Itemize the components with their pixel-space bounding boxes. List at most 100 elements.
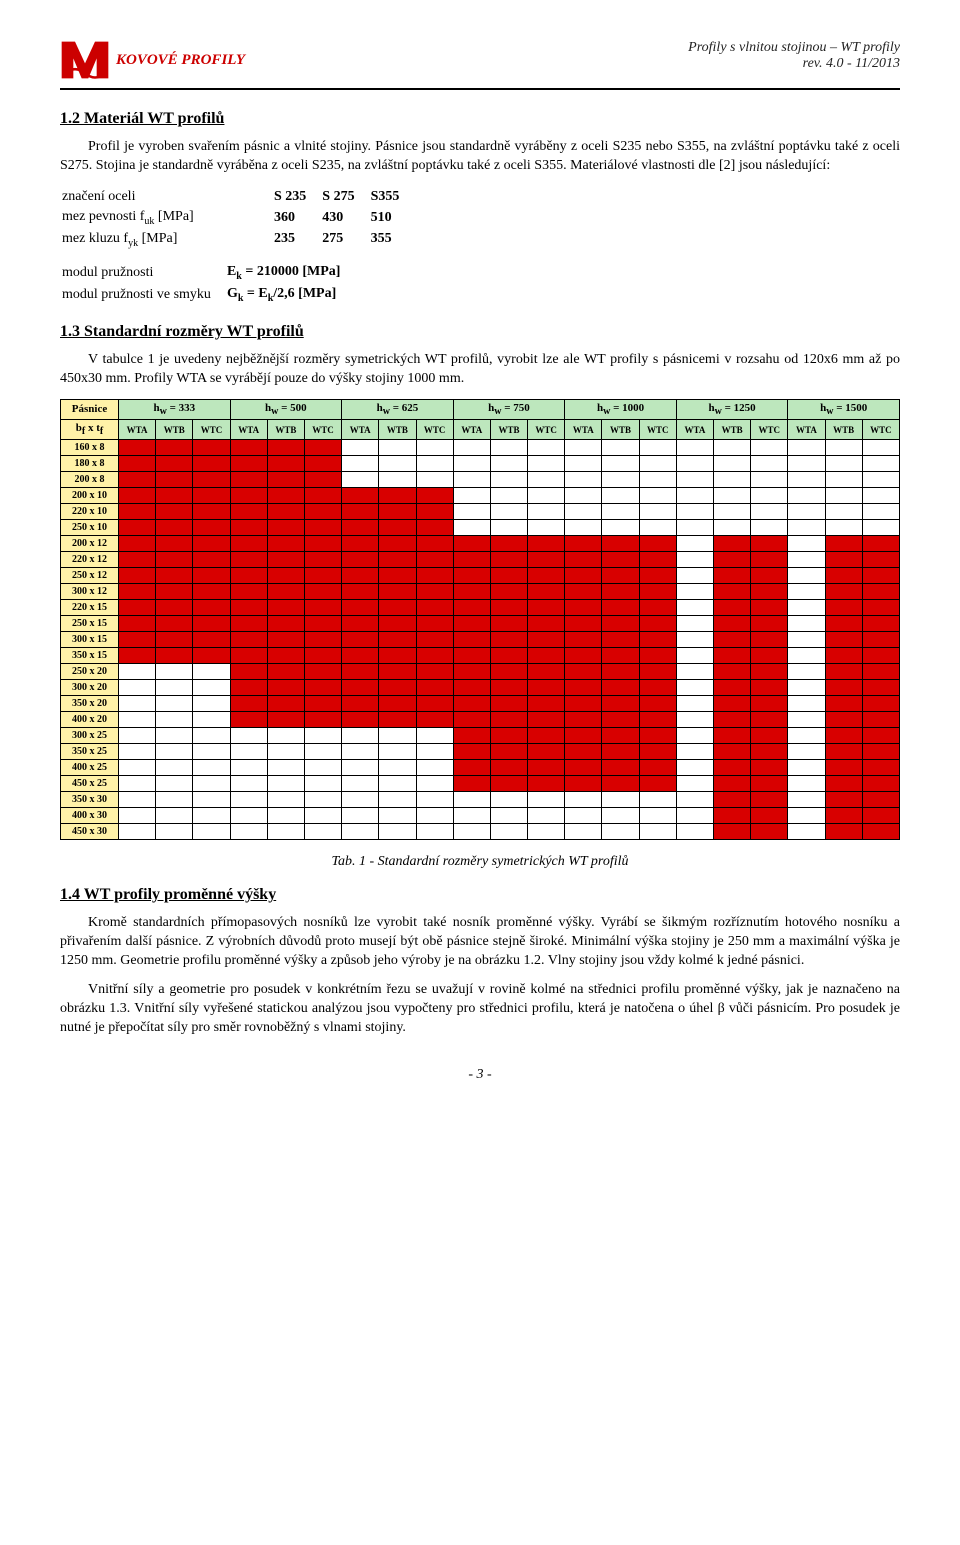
cell-available: xxx — [490, 616, 527, 632]
cell-available: xxx — [639, 584, 676, 600]
cell-blank — [528, 808, 565, 824]
cell-blank — [156, 824, 193, 840]
cell-blank — [193, 680, 230, 696]
cell-blank — [156, 808, 193, 824]
cell-blank — [342, 456, 379, 472]
cell-available: xxx — [751, 648, 788, 664]
cell-available: xxx — [304, 504, 341, 520]
cell-available: xxx — [751, 808, 788, 824]
cell-available: xxx — [416, 552, 453, 568]
cell-available: xxx — [416, 648, 453, 664]
cell-available: xxx — [825, 584, 862, 600]
cell-blank — [267, 776, 304, 792]
th-hw: hw = 333 — [119, 399, 231, 419]
cell-blank — [602, 824, 639, 840]
cell-available: xxx — [565, 552, 602, 568]
cell-available: xxx — [714, 728, 751, 744]
cell-blank — [342, 760, 379, 776]
cell-blank — [342, 728, 379, 744]
cell-available: xxx — [714, 776, 751, 792]
th-bftf: bf x tf — [61, 419, 119, 439]
cell-available: xxx — [453, 568, 490, 584]
cell-blank — [862, 440, 899, 456]
cell-available: xxx — [565, 664, 602, 680]
cell-available: xxx — [862, 824, 899, 840]
cell-available: xxx — [862, 776, 899, 792]
cell-blank — [230, 792, 267, 808]
cell-blank — [193, 696, 230, 712]
cell-available: xxx — [342, 600, 379, 616]
cell-available: xxx — [453, 712, 490, 728]
cell-available: xxx — [379, 600, 416, 616]
cell-available: xxx — [342, 520, 379, 536]
cell-blank — [193, 744, 230, 760]
cell-available: xxx — [156, 552, 193, 568]
cell-blank — [862, 520, 899, 536]
cell-available: xxx — [528, 744, 565, 760]
cell-blank — [156, 792, 193, 808]
cell-available: xxx — [751, 712, 788, 728]
cell-available: xxx — [602, 568, 639, 584]
cell-available: xxx — [825, 568, 862, 584]
th-wt: WTC — [304, 419, 341, 439]
cell-available: xxx — [230, 712, 267, 728]
cell-blank — [565, 440, 602, 456]
cell-available: xxx — [565, 712, 602, 728]
cell-blank — [193, 664, 230, 680]
cell-blank — [230, 744, 267, 760]
cell-blank — [304, 776, 341, 792]
cell-available: xxx — [714, 760, 751, 776]
cell-blank — [639, 440, 676, 456]
cell-blank — [788, 776, 825, 792]
cell-blank — [119, 744, 156, 760]
cell-available: xxx — [156, 616, 193, 632]
cell-available: xxx — [230, 520, 267, 536]
cell-available: xxx — [714, 680, 751, 696]
cell-blank — [119, 696, 156, 712]
cell-available: xxx — [379, 696, 416, 712]
cell-available: xxx — [714, 648, 751, 664]
cell-available: xxx — [490, 552, 527, 568]
cell-available: xxx — [156, 648, 193, 664]
cell-available: xxx — [751, 744, 788, 760]
cell-available: xxx — [379, 648, 416, 664]
cell-blank — [714, 488, 751, 504]
cell-available: xxx — [825, 696, 862, 712]
cell-available: xxx — [230, 664, 267, 680]
cell-available: xxx — [267, 440, 304, 456]
cell-available: xxx — [304, 440, 341, 456]
cell-blank — [490, 808, 527, 824]
cell-available: xxx — [825, 600, 862, 616]
cell-available: xxx — [267, 472, 304, 488]
cell-available: xxx — [862, 680, 899, 696]
cell-blank — [156, 712, 193, 728]
cell-available: xxx — [602, 616, 639, 632]
mat-value: S 275 — [322, 188, 368, 206]
cell-available: xxx — [714, 536, 751, 552]
cell-available: xxx — [639, 680, 676, 696]
cell-blank — [119, 728, 156, 744]
th-wt: WTA — [342, 419, 379, 439]
cell-available: xxx — [416, 664, 453, 680]
cell-available: xxx — [602, 680, 639, 696]
cell-available: xxx — [230, 568, 267, 584]
cell-blank — [453, 472, 490, 488]
cell-blank — [751, 520, 788, 536]
cell-blank — [230, 776, 267, 792]
header-right: Profily s vlnitou stojinou – WT profily … — [688, 40, 900, 72]
row-label: 180 x 8 — [61, 456, 119, 472]
cell-available: xxx — [342, 696, 379, 712]
cell-available: xxx — [342, 536, 379, 552]
cell-available: xxx — [267, 696, 304, 712]
cell-blank — [453, 824, 490, 840]
cell-available: xxx — [267, 536, 304, 552]
th-wt: WTA — [565, 419, 602, 439]
modulus-expr: Ek = 210000 [MPa] — [227, 263, 354, 283]
cell-available: xxx — [602, 776, 639, 792]
doc-rev: rev. 4.0 - 11/2013 — [688, 56, 900, 72]
cell-available: xxx — [267, 600, 304, 616]
cell-blank — [528, 504, 565, 520]
cell-blank — [267, 792, 304, 808]
cell-available: xxx — [119, 504, 156, 520]
row-label: 400 x 30 — [61, 808, 119, 824]
